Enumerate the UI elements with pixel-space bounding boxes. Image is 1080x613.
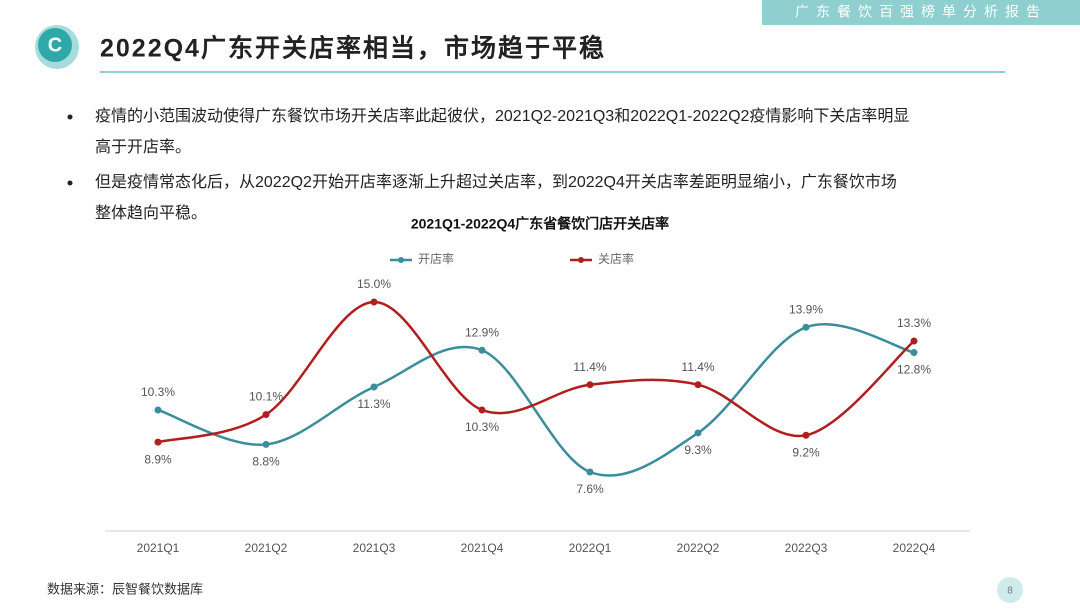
bullet-text: 疫情的小范围波动使得广东餐饮市场开关店率此起彼伏，2021Q2-2021Q3和2… — [95, 107, 909, 125]
bullet-text: 高于开店率。 — [95, 138, 191, 156]
value-label: 11.3% — [357, 397, 390, 411]
logo-text: C — [48, 34, 62, 56]
point — [478, 346, 486, 354]
value-label: 7.6% — [576, 482, 604, 496]
point — [262, 440, 270, 448]
legend-marker — [578, 257, 584, 263]
legend-label: 关店率 — [598, 251, 634, 266]
x-tick-label: 2022Q1 — [569, 541, 612, 555]
value-label: 15.0% — [357, 277, 391, 291]
value-label: 8.8% — [252, 455, 280, 469]
value-label: 12.8% — [897, 363, 931, 377]
point — [154, 438, 162, 446]
series-line — [157, 322, 915, 477]
bullet-text: 但是疫情常态化后，从2022Q2开始开店率逐渐上升超过关店率，到2022Q4开关… — [95, 173, 897, 191]
series-line — [157, 300, 915, 444]
slide-title: 2022Q4广东开关店率相当，市场趋于平稳 — [100, 34, 606, 63]
point — [910, 349, 918, 357]
value-label: 13.9% — [789, 302, 823, 316]
source: 数据来源：辰智餐饮数据库 — [47, 581, 203, 596]
value-label: 13.3% — [897, 316, 931, 330]
value-label: 8.9% — [144, 452, 172, 466]
x-tick-label: 2022Q3 — [785, 541, 828, 555]
point — [370, 298, 378, 306]
point — [370, 383, 378, 391]
point — [694, 429, 702, 437]
bullet-dot — [67, 180, 73, 186]
point — [478, 406, 486, 414]
x-tick-label: 2021Q1 — [137, 541, 180, 555]
point — [586, 468, 594, 476]
value-label: 10.1% — [249, 390, 283, 404]
x-tick-label: 2021Q2 — [245, 541, 288, 555]
point — [262, 411, 270, 419]
value-label: 11.4% — [681, 360, 714, 374]
x-tick-label: 2022Q2 — [677, 541, 720, 555]
x-tick-label: 2022Q4 — [893, 541, 936, 555]
value-label: 9.2% — [792, 445, 820, 459]
point — [586, 381, 594, 389]
point — [154, 406, 162, 414]
point — [802, 431, 810, 439]
value-label: 12.9% — [465, 325, 499, 339]
chart-title: 2021Q1-2022Q4广东省餐饮门店开关店率 — [411, 216, 669, 232]
logo — [38, 28, 72, 62]
bullet-text: 整体趋向平稳。 — [95, 204, 207, 222]
legend-marker — [398, 257, 404, 263]
point — [694, 381, 702, 389]
value-label: 10.3% — [141, 385, 175, 399]
page-number: 8 — [1007, 586, 1013, 597]
point — [802, 323, 810, 331]
value-label: 9.3% — [684, 443, 712, 457]
tab-bg — [762, 0, 1080, 25]
page-bubble — [997, 577, 1023, 603]
value-label: 11.4% — [573, 360, 606, 374]
x-tick-label: 2021Q4 — [461, 541, 504, 555]
bullet-dot — [67, 114, 73, 120]
value-label: 10.3% — [465, 420, 499, 434]
legend-label: 开店率 — [418, 251, 454, 266]
tab-label: 广东餐饮百强榜单分析报告 — [795, 4, 1047, 20]
point — [910, 337, 918, 345]
x-tick-label: 2021Q3 — [353, 541, 396, 555]
